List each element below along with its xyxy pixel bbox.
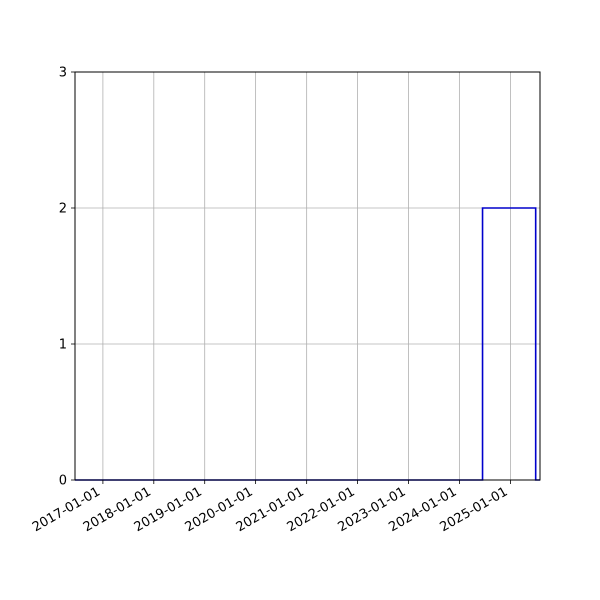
y-tick-label: 0 (59, 474, 67, 489)
grid-lines (75, 71, 540, 481)
x-axis: 2017-01-012018-01-012019-01-012020-01-01… (30, 480, 511, 535)
y-tick-label: 3 (59, 66, 67, 81)
y-tick-label: 2 (59, 202, 67, 217)
y-tick-label: 1 (59, 338, 67, 353)
y-axis: 0 1 2 3 (59, 66, 75, 489)
plot-frame (74, 71, 541, 481)
